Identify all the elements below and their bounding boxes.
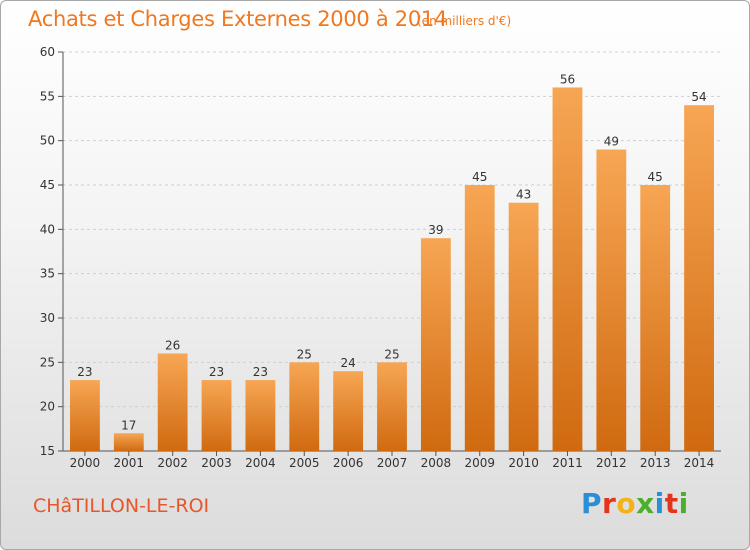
y-tick-label: 30 [40, 311, 55, 325]
y-tick-label: 35 [40, 267, 55, 281]
brand-letter: i [678, 487, 689, 520]
y-tick-label: 50 [40, 134, 55, 148]
bar [508, 202, 539, 451]
y-tick-label: 60 [40, 45, 55, 59]
brand-letter: x [636, 487, 655, 520]
brand-letter: i [654, 487, 665, 520]
x-tick-label: 2009 [464, 456, 495, 470]
x-tick-label: 2011 [552, 456, 583, 470]
bar [684, 105, 714, 451]
bar [245, 380, 276, 451]
data-label: 43 [516, 188, 531, 202]
bar [333, 371, 364, 451]
x-tick-label: 2002 [157, 456, 188, 470]
x-tick-label: 2003 [201, 456, 232, 470]
chart-subtitle: (en milliers d'€) [417, 14, 512, 28]
data-label: 49 [604, 135, 619, 149]
x-tick-label: 2014 [684, 456, 715, 470]
y-tick-label: 45 [40, 178, 55, 192]
data-label: 23 [253, 365, 268, 379]
data-label: 17 [121, 418, 136, 432]
data-label: 56 [560, 72, 575, 86]
data-label: 23 [77, 365, 92, 379]
place-name: CHâTILLON-LE-ROI [33, 495, 210, 517]
y-tick-label: 40 [40, 222, 55, 236]
bar [464, 185, 495, 451]
data-label: 45 [472, 170, 487, 184]
x-tick-label: 2012 [596, 456, 627, 470]
data-label: 23 [209, 365, 224, 379]
y-tick-label: 55 [40, 89, 55, 103]
data-label: 54 [691, 90, 706, 104]
data-label: 45 [648, 170, 663, 184]
x-tick-label: 2010 [508, 456, 539, 470]
chart-title: Achats et Charges Externes 2000 à 2014 [28, 7, 448, 31]
data-label: 39 [428, 223, 443, 237]
brand-letter: t [664, 487, 679, 520]
x-tick-label: 2006 [333, 456, 364, 470]
data-labels: 23 17 26 23 23 25 24 25 39 45 43 56 49 45 54 [77, 72, 706, 432]
data-label: 24 [340, 356, 355, 370]
brand-letter: P [581, 487, 603, 520]
bar [201, 380, 232, 451]
bar [596, 149, 627, 452]
x-tick-label: 2007 [377, 456, 408, 470]
bar [420, 238, 451, 451]
x-tick-label: 2000 [70, 456, 101, 470]
y-tick-label: 25 [40, 355, 55, 369]
brand-letter: r [602, 487, 617, 520]
bars [70, 87, 714, 452]
data-label: 25 [297, 347, 312, 361]
y-tick-label: 20 [40, 400, 55, 414]
x-tick-label: 2005 [289, 456, 320, 470]
brand-logo: Proxiti [581, 487, 689, 520]
bar [552, 87, 583, 451]
x-tick-label: 2008 [421, 456, 452, 470]
bar [157, 353, 188, 451]
x-tick-label: 2004 [245, 456, 276, 470]
data-label: 26 [165, 338, 180, 352]
bar [640, 185, 671, 451]
brand-letter: o [616, 487, 637, 520]
x-tick-label: 2001 [114, 456, 145, 470]
bar [289, 362, 320, 451]
y-tick-label: 15 [40, 444, 55, 458]
x-tick-label: 2013 [640, 456, 671, 470]
bar [377, 362, 407, 451]
bar [113, 433, 144, 451]
bar [70, 380, 100, 451]
data-label: 25 [384, 347, 399, 361]
